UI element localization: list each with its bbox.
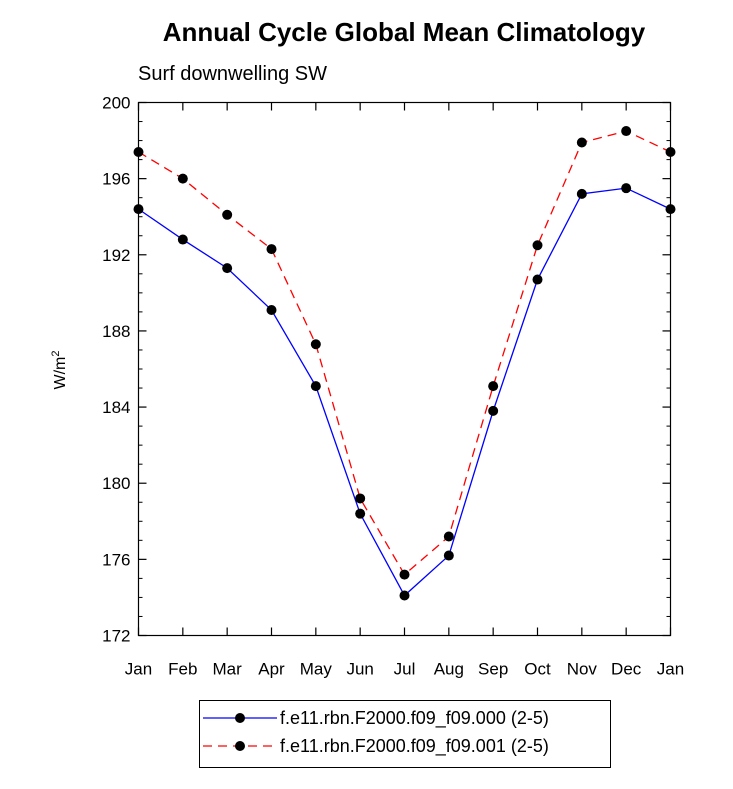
series-1-point: [266, 244, 277, 255]
series-1-point: [399, 569, 410, 580]
series-1-point: [488, 381, 499, 392]
series-0-point: [310, 381, 321, 392]
y-tick-label: 192: [102, 246, 130, 265]
series-1-point: [177, 173, 188, 184]
x-tick-label: Jun: [346, 660, 373, 679]
series-1-point: [532, 240, 543, 251]
legend-label-series-0: f.e11.rbn.F2000.f09_f09.000 (2-5): [280, 708, 549, 729]
legend-marker-series-1: [235, 741, 245, 751]
x-tick-label: Apr: [258, 660, 285, 679]
series-0-point: [665, 204, 676, 215]
legend-marker-series-0: [235, 713, 245, 723]
y-tick-label: 176: [102, 550, 130, 569]
y-tick-label: 180: [102, 474, 130, 493]
series-0-point: [399, 590, 410, 601]
y-axis: 172 176 180 184 188 192 196 200: [102, 94, 671, 646]
minor-ticks: [138, 121, 671, 617]
series-0-point: [133, 204, 144, 215]
plot-frame: [137, 101, 672, 637]
y-tick-label: 184: [102, 398, 130, 417]
series-0-point: [177, 234, 188, 245]
series-0-point: [443, 550, 454, 561]
legend-box: [199, 700, 611, 768]
legend-label-series-1: f.e11.rbn.F2000.f09_f09.001 (2-5): [280, 736, 549, 757]
series-1-point: [665, 146, 676, 157]
x-tick-label: Nov: [567, 660, 598, 679]
series-1-point: [355, 493, 366, 504]
x-tick-label: Feb: [168, 660, 197, 679]
series-0-point: [488, 405, 499, 416]
series-1-point: [576, 137, 587, 148]
series-1-point: [222, 209, 233, 220]
x-tick-label: Mar: [213, 660, 243, 679]
series-0-point: [266, 304, 277, 315]
y-axis-label: W/m2: [50, 351, 69, 390]
chart-title: Annual Cycle Global Mean Climatology: [163, 17, 646, 47]
x-tick-label: Aug: [434, 660, 464, 679]
x-tick-label: Oct: [524, 660, 551, 679]
series-0-point: [576, 188, 587, 199]
y-axis-label-text: W/m: [52, 357, 69, 390]
x-tick-label: May: [300, 660, 333, 679]
y-axis-label-superscript: 2: [50, 351, 62, 357]
series-1-point: [443, 531, 454, 542]
y-tick-label: 188: [102, 322, 130, 341]
series-line-0: [138, 187, 671, 597]
x-tick-label: Sep: [478, 660, 508, 679]
series-line-1: [138, 130, 671, 576]
series-0-point: [532, 274, 543, 285]
y-tick-label: 172: [102, 627, 130, 646]
x-tick-label: Jan: [657, 660, 684, 679]
series-1-point: [621, 126, 632, 137]
series-1-point: [310, 339, 321, 350]
series-0-point: [355, 508, 366, 519]
y-tick-label: 200: [102, 94, 130, 113]
x-tick-label: Jul: [394, 660, 416, 679]
chart-subtitle: Surf downwelling SW: [138, 63, 327, 85]
x-axis: Jan Feb Mar Apr May Jun Jul Aug Sep Oct Nov Dec Jan: [125, 102, 684, 679]
series-layer: [133, 126, 676, 601]
series-0-point: [621, 183, 632, 194]
legend: f.e11.rbn.F2000.f09_f09.000 (2-5) f.e11.…: [199, 700, 611, 768]
series-1-point: [133, 146, 144, 157]
y-tick-label: 196: [102, 170, 130, 189]
series-0-point: [222, 263, 233, 274]
x-tick-label: Dec: [611, 660, 642, 679]
x-tick-label: Jan: [125, 660, 152, 679]
